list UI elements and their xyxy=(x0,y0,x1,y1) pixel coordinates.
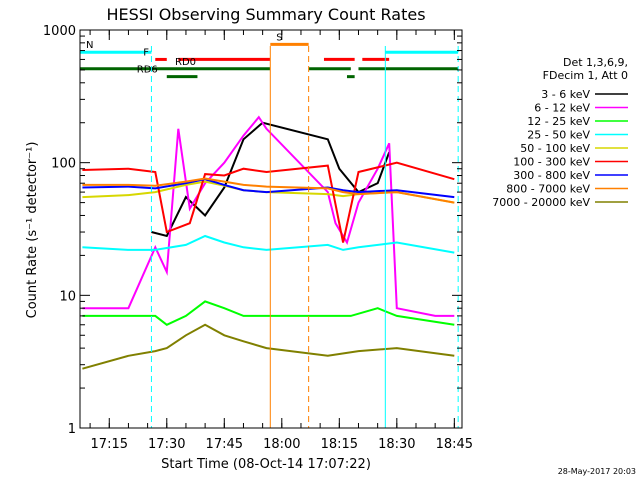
series-line-2 xyxy=(82,300,455,326)
x-tick-label-2: 17:45 xyxy=(206,437,243,452)
legend-entry-0: 3 - 6 keV xyxy=(541,88,590,101)
x-tick-label-5: 18:30 xyxy=(378,437,415,452)
flag-label-3: RD0 xyxy=(175,57,196,68)
series-line-3 xyxy=(82,234,455,254)
series-line-6 xyxy=(82,178,455,199)
series-line-7 xyxy=(82,177,455,204)
legend-header-1: FDecim 1, Att 0 xyxy=(543,69,628,82)
x-tick-label-3: 18:00 xyxy=(263,437,300,452)
legend-entry-1: 6 - 12 keV xyxy=(534,102,590,115)
legend-entry-6: 300 - 800 keV xyxy=(513,169,590,182)
x-tick-label-6: 18:45 xyxy=(436,437,473,452)
series-line-5 xyxy=(82,161,455,243)
x-tick-label-1: 17:30 xyxy=(148,437,185,452)
chart-title: HESSI Observing Summary Count Rates xyxy=(106,5,425,24)
flag-layer: N S F RD0 RD6 xyxy=(80,32,459,79)
plot-frame xyxy=(79,29,463,429)
y-tick-label-3: 1000 xyxy=(43,24,76,39)
footer-date: 28-May-2017 20:03 xyxy=(558,467,636,476)
flag-label-0: N xyxy=(86,40,93,51)
legend-entry-8: 7000 - 20000 keV xyxy=(492,196,590,209)
x-tick-label-4: 18:15 xyxy=(321,437,358,452)
y-axis-label: Count Rate (s⁻¹ detector⁻¹) xyxy=(25,142,40,319)
series-line-0 xyxy=(151,121,391,238)
legend-entry-4: 50 - 100 keV xyxy=(520,142,590,155)
x-tick-label-0: 17:15 xyxy=(91,437,128,452)
flag-label-1: S xyxy=(276,32,282,43)
vline-layer xyxy=(150,46,459,428)
axis-layer: 1 10 100 1000 17:15 17:30 17:45 18:00 18:15 18:30… xyxy=(43,24,473,452)
legend-entry-7: 800 - 7000 keV xyxy=(506,183,590,196)
legend-entry-2: 12 - 25 keV xyxy=(527,115,590,128)
legend-header-0: Det 1,3,6,9, xyxy=(563,56,628,69)
y-tick-label-0: 1 xyxy=(68,422,76,437)
flag-label-4: RD6 xyxy=(137,65,158,76)
flag-label-2: F xyxy=(143,47,149,58)
legend-entry-5: 100 - 300 keV xyxy=(513,156,590,169)
x-axis-label: Start Time (08-Oct-14 17:07:22) xyxy=(161,457,371,472)
series-line-8 xyxy=(82,323,455,370)
legend-entry-3: 25 - 50 keV xyxy=(527,129,590,142)
y-tick-label-1: 10 xyxy=(59,289,76,304)
y-tick-label-2: 100 xyxy=(51,157,76,172)
plot-layer xyxy=(82,115,455,370)
